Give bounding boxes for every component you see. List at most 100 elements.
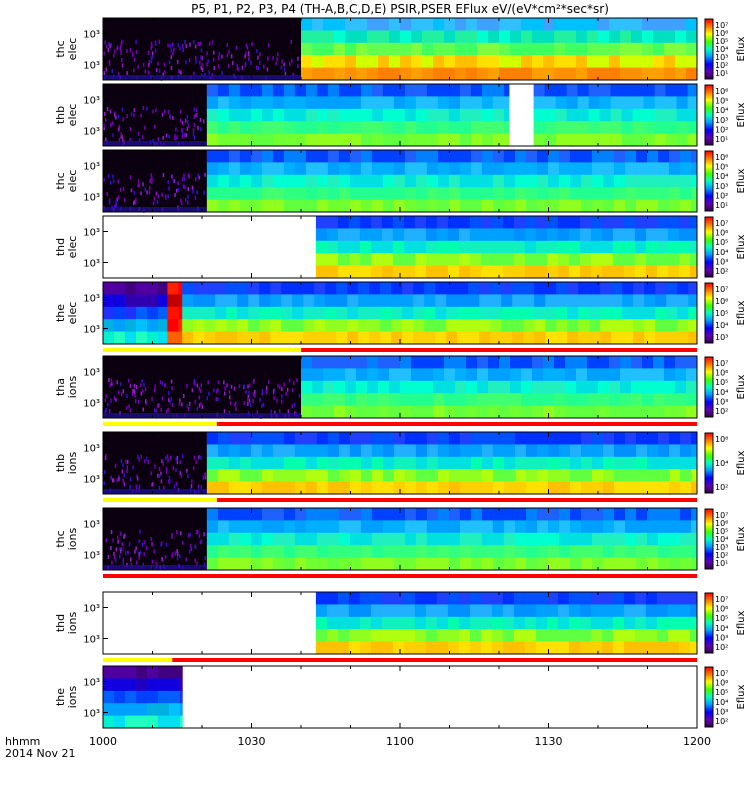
spectrogram-cell <box>323 55 335 69</box>
spectrogram-cell <box>147 715 159 729</box>
spectrogram-cell <box>316 199 329 213</box>
spectrogram-cell <box>283 174 296 188</box>
sparse-pixel <box>138 183 140 188</box>
spectrogram-cell <box>570 444 582 458</box>
spectrogram-cell <box>510 405 522 419</box>
spectrogram-cell <box>404 174 417 188</box>
spectrogram-cell <box>301 368 313 382</box>
colorbar-tick-label: 10⁴ <box>715 321 728 330</box>
spectrogram-cell <box>215 294 227 308</box>
spectrogram-cell <box>477 380 489 394</box>
sparse-pixel <box>165 469 168 474</box>
sparse-pixel <box>129 175 132 180</box>
spectrogram-cell <box>570 456 582 470</box>
spectrogram-cell <box>620 368 632 382</box>
sparse-pixel <box>259 61 261 65</box>
sparse-pixel <box>202 475 204 480</box>
spectrogram-cell <box>481 545 494 559</box>
spectrogram-cell <box>338 481 351 495</box>
time-axis-label: hhmm <box>5 735 40 748</box>
spectrogram-cell <box>481 481 494 495</box>
spectrogram-cell <box>488 380 500 394</box>
spectrogram-cell <box>323 356 335 369</box>
spectrogram-cell <box>521 42 533 56</box>
spectrogram-cell <box>371 532 384 546</box>
spectrogram-cell <box>301 30 313 44</box>
spectrogram-cell <box>358 294 370 308</box>
spectrogram-cell <box>393 469 406 483</box>
spectrogram-cell <box>612 629 625 643</box>
sparse-pixel <box>287 409 290 414</box>
spectrogram-cell <box>414 228 427 242</box>
spectrogram-cell <box>612 240 625 254</box>
spectrogram-cell <box>535 641 548 655</box>
spectrogram-cell <box>239 545 252 559</box>
spectrogram-cell <box>644 294 656 308</box>
spectrogram-cell <box>422 405 434 419</box>
sparse-pixel <box>277 52 279 57</box>
sparse-pixel <box>112 478 115 483</box>
spectrogram-cell <box>610 84 623 97</box>
colorbar <box>704 18 714 80</box>
spectrogram-cell <box>294 469 307 483</box>
spectrogram-cell <box>526 162 538 176</box>
spectrogram-cell <box>392 592 405 605</box>
spectrogram-cell <box>459 456 472 470</box>
sparse-pixel <box>245 51 247 56</box>
spectrogram-cell <box>337 629 350 643</box>
spectrogram-cell <box>359 216 372 229</box>
sparse-pixel <box>111 121 114 126</box>
spectrogram-cell <box>114 319 126 333</box>
spectrogram-cell <box>614 162 626 176</box>
spectrogram-cell <box>601 216 614 229</box>
sparse-pixel <box>180 201 183 206</box>
spectrogram-cell <box>381 641 394 655</box>
spectrogram-cell <box>261 150 274 163</box>
sparse-pixel <box>197 484 200 489</box>
spectrogram-cell <box>356 380 368 394</box>
spectrogram-cell <box>248 331 260 345</box>
sparse-pixel <box>143 540 145 545</box>
sparse-pixel <box>104 398 107 403</box>
spectrogram-cell <box>250 508 263 521</box>
spectrogram-cell <box>433 356 445 369</box>
spectrogram-cell <box>114 703 126 717</box>
spectrogram-cell <box>622 282 634 295</box>
spectrogram-cell <box>599 108 612 122</box>
spectrogram-cell <box>521 67 533 81</box>
sparse-pixel <box>110 378 113 383</box>
spectrogram-cell <box>437 121 450 135</box>
spectrogram-cell <box>261 162 274 176</box>
spectrogram-cell <box>226 319 238 333</box>
spectrogram-cell <box>567 319 579 333</box>
colorbar-tick-label: 10⁴ <box>715 624 728 633</box>
spectrogram-cell <box>592 545 604 559</box>
spectrogram-cell <box>270 306 282 320</box>
sparse-pixel <box>160 479 163 484</box>
spectrogram-cell <box>625 456 637 470</box>
sparse-pixel <box>223 409 226 414</box>
spectrogram-cell <box>669 545 681 559</box>
spectrogram-cell <box>349 481 362 495</box>
spectrogram-cell <box>559 150 571 163</box>
sparse-pixel <box>129 408 132 413</box>
sparse-pixel <box>151 542 153 547</box>
spectrogram-cell <box>327 456 340 470</box>
spectrogram-cell <box>371 557 384 571</box>
sparse-pixel <box>200 56 202 61</box>
sparse-pixel <box>224 386 226 391</box>
spectrogram-cell <box>294 520 307 534</box>
sparse-pixel <box>119 187 122 192</box>
spectrogram-cell <box>261 456 274 470</box>
spectrogram-cell <box>625 150 637 163</box>
sparse-pixel <box>163 486 165 490</box>
spectrogram-cell <box>656 240 669 254</box>
spectrogram-cell <box>206 545 219 559</box>
spectrogram-cell <box>425 616 438 630</box>
sparse-pixel <box>152 54 154 59</box>
sparse-pixel <box>104 456 107 461</box>
spectrogram-cell <box>327 444 340 458</box>
spectrogram-cell <box>404 520 417 534</box>
spectrogram-cell <box>468 294 480 308</box>
